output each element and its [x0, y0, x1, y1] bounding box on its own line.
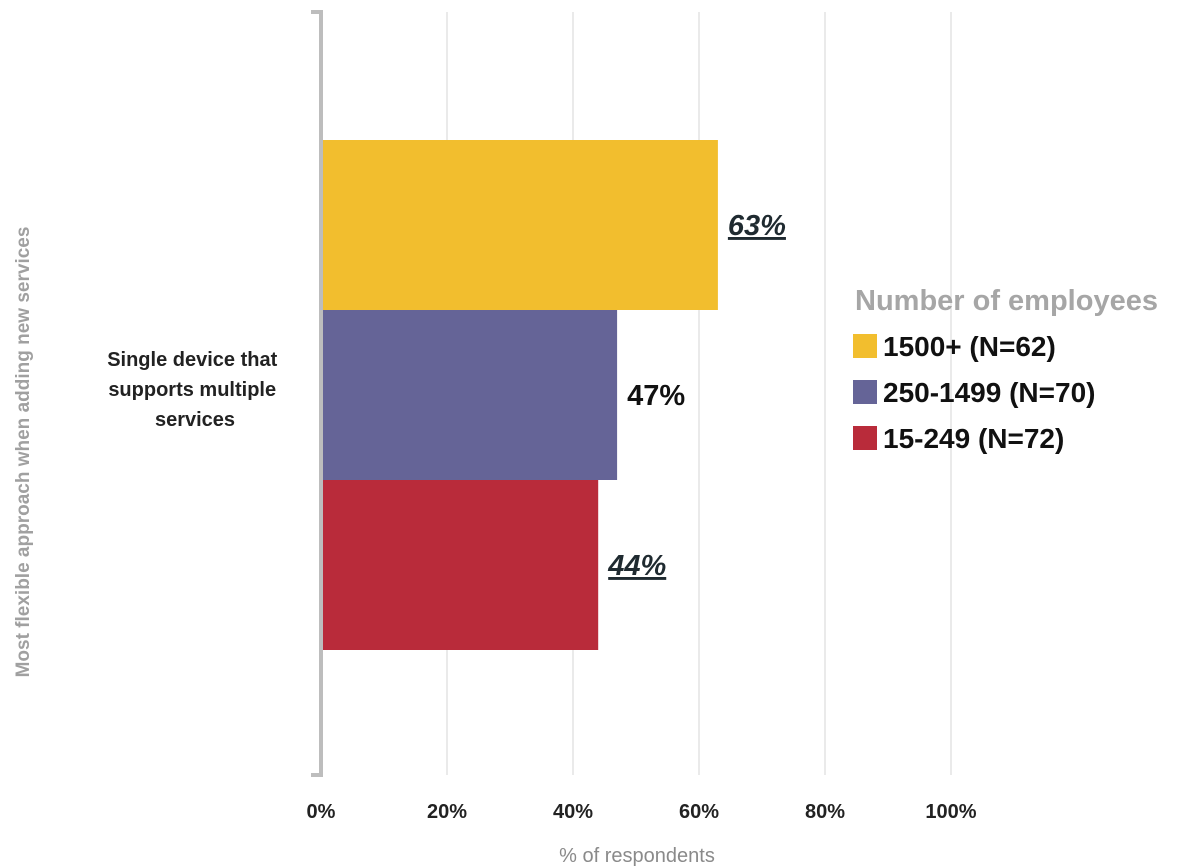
x-axis-label: % of respondents: [559, 845, 715, 867]
y-axis-line: [311, 10, 323, 777]
bar: [321, 140, 718, 310]
x-tick-label: 60%: [679, 801, 719, 823]
legend-entry: 1500+ (N=62): [883, 331, 1056, 362]
x-tick-label: 80%: [805, 801, 845, 823]
legend-swatch: [853, 426, 877, 450]
category-label-line-1: Single device that: [107, 349, 277, 371]
data-label: 47%: [627, 380, 685, 412]
legend-entry: 15-249 (N=72): [883, 423, 1064, 454]
category-label: Single device that supports multiple ser…: [107, 349, 283, 431]
category-label-line-3: services: [155, 409, 235, 431]
bar: [321, 480, 599, 650]
category-label-line-2: supports multiple: [108, 379, 276, 401]
x-tick-label: 100%: [925, 801, 976, 823]
data-label: 63%: [728, 210, 786, 242]
legend: Number of employees 1500+ (N=62) 250-1499…: [853, 285, 1158, 454]
legend-title: Number of employees: [855, 285, 1158, 317]
y-axis-label: Most flexible approach when adding new s…: [13, 227, 34, 678]
x-tick-label: 40%: [553, 801, 593, 823]
legend-entry: 250-1499 (N=70): [883, 377, 1095, 408]
data-label: 44%: [607, 550, 666, 582]
data-labels: 63% 47% 44%: [607, 210, 786, 582]
legend-swatch: [853, 380, 877, 404]
x-tick-labels: 0% 20% 40% 60% 80% 100%: [307, 801, 977, 823]
bars-group: [321, 140, 718, 650]
x-tick-label: 20%: [427, 801, 467, 823]
bar: [321, 310, 618, 480]
y-axis: [311, 10, 323, 777]
x-tick-label: 0%: [307, 801, 336, 823]
legend-swatch: [853, 334, 877, 358]
